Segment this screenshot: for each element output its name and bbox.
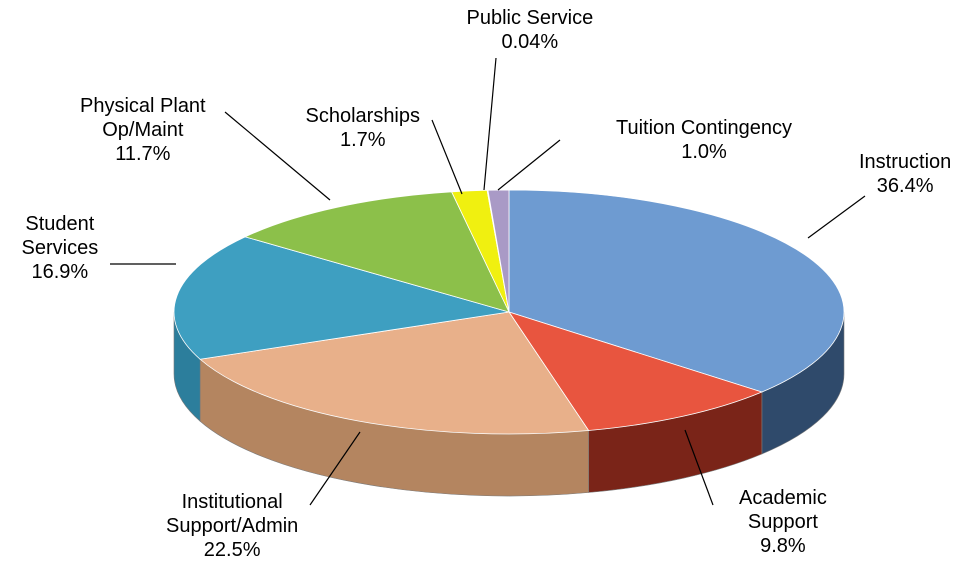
leader-line xyxy=(483,57,497,191)
slice-label-text: Support xyxy=(747,511,818,533)
slice-label-text: Instruction xyxy=(859,151,952,173)
slice-label: Student Services 16.9% xyxy=(22,212,99,284)
slice-label-text: Physical Plant xyxy=(80,95,206,117)
pie-slice xyxy=(173,236,510,360)
slice-label-text: Tuition Contingency xyxy=(616,117,793,139)
slice-label-text: Scholarships xyxy=(305,105,421,127)
slice-value-label: 1.7% xyxy=(339,129,386,151)
slice-value-label: 1.0% xyxy=(681,141,727,163)
slice-label-text: Public Service xyxy=(466,7,594,29)
leader-line xyxy=(431,119,463,195)
slice-value-label: 0.04% xyxy=(501,31,559,53)
slice-label-text: Institutional xyxy=(181,491,283,513)
pie-slice xyxy=(508,311,764,431)
slice-label-text: Student xyxy=(25,213,95,235)
leader-line xyxy=(684,429,714,506)
slice-value-label: 9.8% xyxy=(760,535,806,557)
slice-label-text: Services xyxy=(21,237,99,259)
slice-label: Academic Support 9.8% xyxy=(739,486,827,558)
leader-line xyxy=(309,431,361,506)
leader-lines xyxy=(110,57,866,506)
slice-label-text: Op/Maint xyxy=(102,119,184,141)
slice-label-text: Support/Admin xyxy=(166,515,299,537)
slice-value-label: 22.5% xyxy=(203,539,261,561)
slice-label: Tuition Contingency 1.0% xyxy=(616,116,792,164)
slice-value-label: 11.7% xyxy=(115,143,171,165)
slice-label: Institutional Support/Admin 22.5% xyxy=(166,490,298,562)
pie-slice xyxy=(199,311,590,435)
leader-line xyxy=(807,195,866,239)
pie-tops xyxy=(173,189,845,435)
pie-slice xyxy=(508,189,845,393)
slice-label: Instruction 36.4% xyxy=(859,150,951,198)
slice-value-label: 36.4% xyxy=(876,175,934,197)
slice-label: Scholarships 1.7% xyxy=(306,104,421,152)
leader-line xyxy=(497,139,561,191)
slice-label: Physical Plant Op/Maint 11.7% xyxy=(80,94,206,166)
leader-line xyxy=(224,111,331,201)
pie-slice xyxy=(244,191,510,313)
slice-label-text: Academic xyxy=(739,487,827,509)
slice-value-label: 16.9% xyxy=(31,261,89,283)
slice-label: Public Service 0.04% xyxy=(467,6,594,54)
